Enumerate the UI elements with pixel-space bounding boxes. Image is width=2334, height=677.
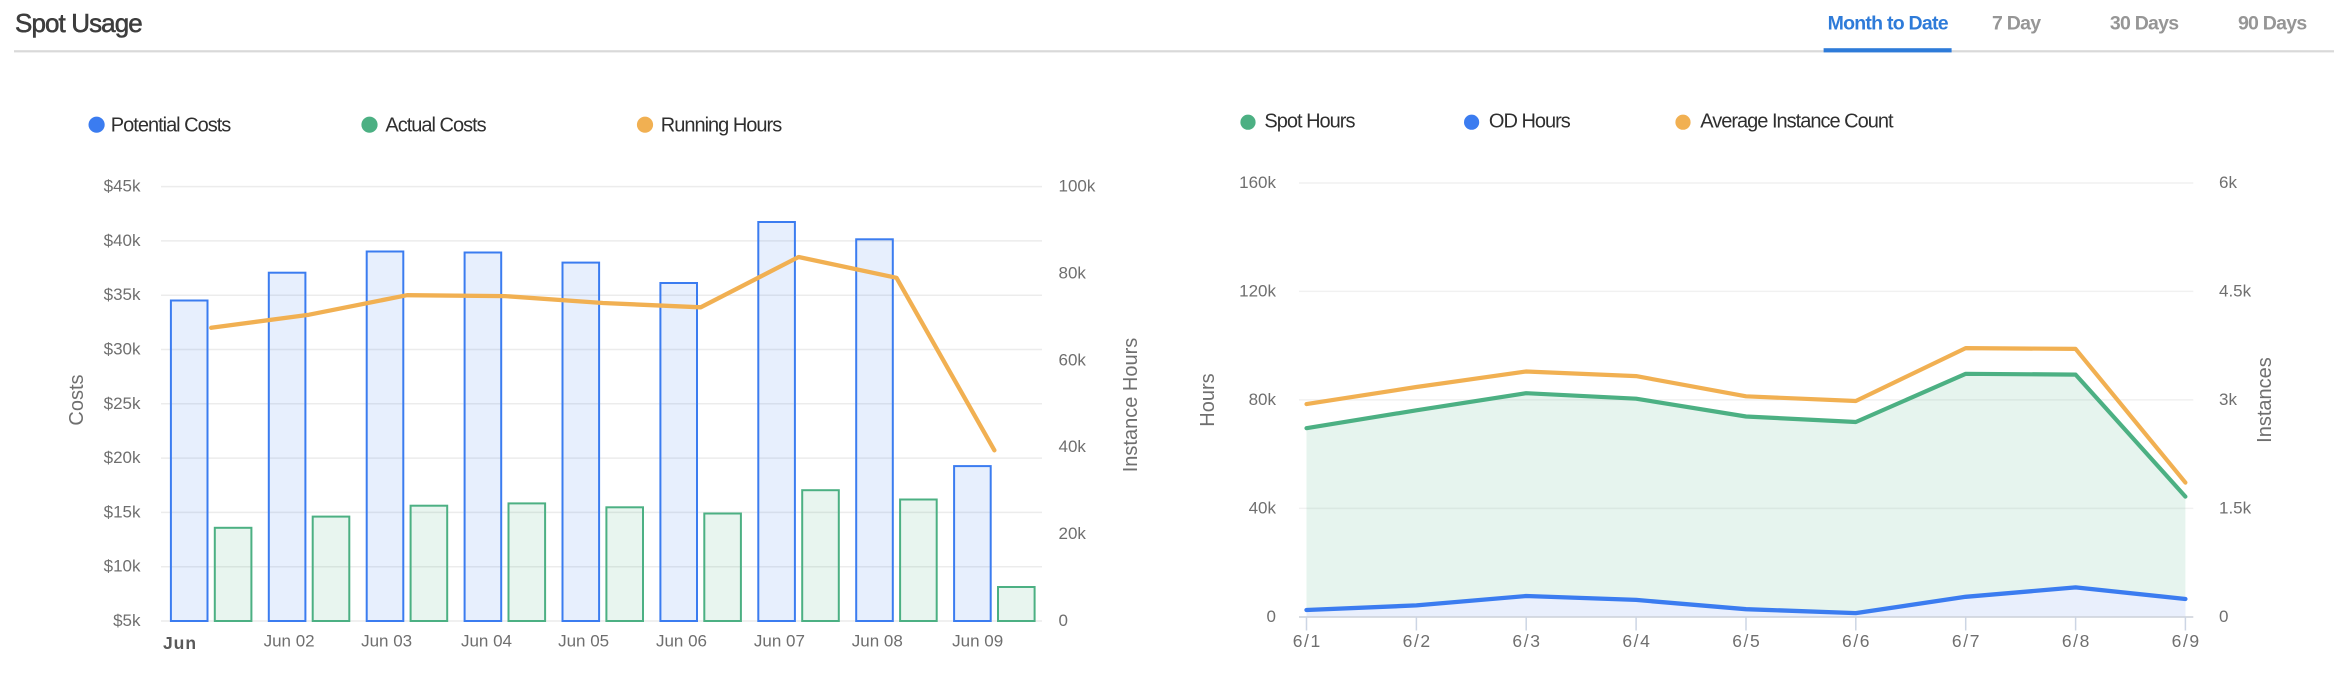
svg-text:Average Instance Count: Average Instance Count [1700,111,1894,133]
svg-text:Hours: Hours [1197,373,1219,426]
svg-text:60k: 60k [1059,350,1087,369]
svg-text:1.5k: 1.5k [2219,498,2252,517]
svg-text:6/8: 6/8 [2062,631,2091,651]
svg-text:40k: 40k [1249,498,1277,517]
svg-text:$45k: $45k [104,177,141,196]
svg-text:7 Day: 7 Day [1992,13,2041,35]
svg-text:Jun 08: Jun 08 [852,632,903,651]
svg-text:0: 0 [1267,607,1276,626]
svg-text:$35k: $35k [104,285,141,304]
svg-text:Jun 09: Jun 09 [952,632,1003,651]
svg-text:Jun 04: Jun 04 [461,632,512,651]
svg-text:Costs: Costs [66,374,88,425]
svg-text:80k: 80k [1249,390,1277,409]
svg-text:30 Days: 30 Days [2110,13,2179,35]
svg-text:Spot Hours: Spot Hours [1264,111,1355,133]
svg-text:6/3: 6/3 [1512,631,1541,651]
svg-text:$20k: $20k [104,448,141,467]
svg-text:100k: 100k [1059,177,1096,196]
svg-text:6/9: 6/9 [2172,631,2201,651]
svg-text:OD Hours: OD Hours [1489,111,1571,133]
svg-text:4.5k: 4.5k [2219,281,2252,300]
svg-text:Jun 06: Jun 06 [656,632,707,651]
svg-text:6/2: 6/2 [1403,631,1432,651]
svg-text:Month to Date: Month to Date [1828,13,1949,35]
svg-text:6/5: 6/5 [1732,631,1761,651]
svg-text:$25k: $25k [104,394,141,413]
svg-text:Jun: Jun [163,633,197,653]
svg-text:$5k: $5k [113,611,141,630]
svg-text:Jun 02: Jun 02 [264,632,315,651]
svg-text:6/7: 6/7 [1952,631,1981,651]
svg-text:Jun 03: Jun 03 [361,632,412,651]
svg-text:Actual Costs: Actual Costs [385,115,486,137]
svg-text:0: 0 [2219,607,2228,626]
svg-text:Spot Usage: Spot Usage [15,8,142,38]
svg-text:0: 0 [1059,611,1068,630]
svg-text:20k: 20k [1059,524,1087,543]
svg-text:90 Days: 90 Days [2238,13,2307,35]
svg-text:Jun 07: Jun 07 [754,632,805,651]
svg-text:Running Hours: Running Hours [661,115,782,137]
svg-text:6/1: 6/1 [1293,631,1322,651]
svg-text:160k: 160k [1239,173,1276,192]
svg-text:3k: 3k [2219,390,2237,409]
svg-text:6k: 6k [2219,173,2237,192]
svg-text:Potential Costs: Potential Costs [111,115,232,137]
svg-text:Instances: Instances [2254,357,2276,443]
svg-text:$40k: $40k [104,231,141,250]
svg-text:Instance Hours: Instance Hours [1120,338,1142,473]
svg-text:6/6: 6/6 [1842,631,1871,651]
svg-text:6/4: 6/4 [1622,631,1651,651]
svg-text:$30k: $30k [104,340,141,359]
svg-text:80k: 80k [1059,264,1087,283]
svg-text:$15k: $15k [104,502,141,521]
svg-text:$10k: $10k [104,557,141,576]
svg-text:Jun 05: Jun 05 [558,632,609,651]
svg-text:40k: 40k [1059,437,1087,456]
svg-text:120k: 120k [1239,281,1276,300]
